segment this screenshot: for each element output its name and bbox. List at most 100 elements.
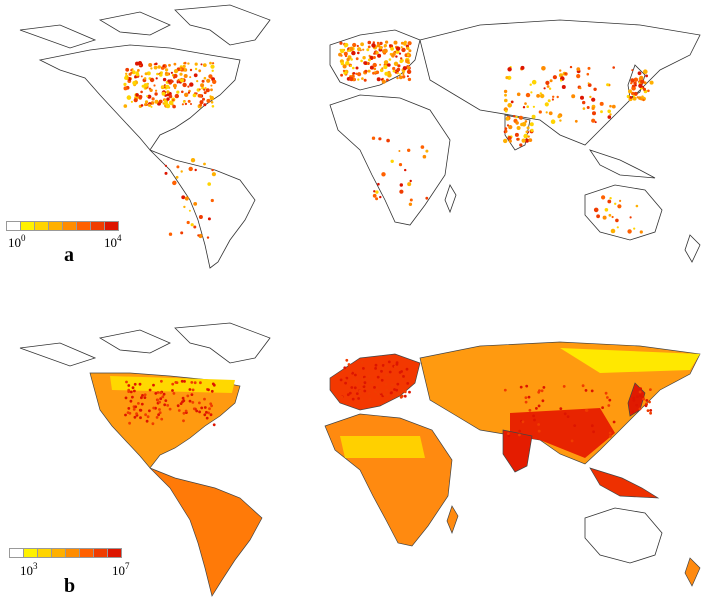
density-speck bbox=[127, 388, 131, 392]
density-speck bbox=[182, 411, 186, 415]
density-speck bbox=[158, 400, 162, 404]
density-speck bbox=[639, 387, 642, 390]
city-dot bbox=[631, 91, 635, 96]
city-dot bbox=[398, 150, 401, 152]
city-dot bbox=[140, 104, 144, 107]
density-speck bbox=[581, 384, 585, 388]
density-speck bbox=[387, 360, 391, 364]
city-dot bbox=[520, 65, 525, 70]
density-speck bbox=[608, 398, 612, 402]
city-dot bbox=[611, 104, 616, 109]
city-dot bbox=[377, 182, 380, 186]
density-speck bbox=[209, 413, 213, 417]
city-dot bbox=[607, 115, 612, 119]
city-dot bbox=[201, 79, 205, 83]
density-speck bbox=[403, 390, 407, 394]
density-speck bbox=[631, 410, 635, 414]
density-speck bbox=[359, 392, 362, 396]
density-speck bbox=[379, 390, 382, 394]
city-dot bbox=[183, 74, 188, 78]
city-dot bbox=[591, 118, 596, 123]
city-dot bbox=[189, 68, 193, 72]
city-dot bbox=[150, 101, 155, 105]
city-dot bbox=[391, 54, 395, 58]
city-dot bbox=[366, 48, 370, 52]
city-dot bbox=[559, 69, 562, 72]
density-speck bbox=[156, 398, 160, 402]
city-dot bbox=[212, 62, 215, 65]
city-dot bbox=[367, 69, 371, 73]
city-dot bbox=[385, 40, 389, 44]
legend-swatch bbox=[34, 221, 49, 231]
city-dot bbox=[516, 137, 519, 141]
density-speck bbox=[350, 386, 354, 389]
legend-swatch bbox=[23, 548, 38, 558]
city-dot bbox=[576, 67, 581, 71]
city-dot bbox=[607, 109, 611, 114]
city-dot bbox=[402, 72, 405, 76]
density-speck bbox=[362, 385, 366, 388]
city-dot bbox=[381, 79, 386, 84]
legend-max-label: 104 bbox=[104, 233, 122, 250]
density-speck bbox=[537, 423, 540, 426]
density-speck bbox=[385, 373, 389, 377]
density-speck bbox=[612, 420, 616, 424]
legend-swatch bbox=[79, 548, 94, 558]
density-speck bbox=[638, 390, 642, 394]
city-dot bbox=[548, 111, 553, 116]
city-dot bbox=[516, 126, 521, 130]
density-speck bbox=[177, 409, 181, 412]
city-dot bbox=[340, 73, 343, 77]
density-speck bbox=[198, 410, 202, 414]
city-dot bbox=[547, 99, 551, 103]
city-dot bbox=[375, 190, 379, 194]
city-dot bbox=[505, 116, 510, 121]
city-dot bbox=[190, 223, 194, 227]
city-dot bbox=[521, 138, 526, 143]
color-legend bbox=[6, 221, 119, 231]
density-speck bbox=[159, 391, 163, 395]
legend-swatch bbox=[62, 221, 77, 231]
city-dots-layer bbox=[123, 40, 654, 239]
density-speck bbox=[131, 395, 134, 399]
density-speck bbox=[408, 390, 411, 394]
city-dot bbox=[515, 115, 518, 119]
city-dot bbox=[649, 80, 654, 85]
city-dot bbox=[392, 69, 396, 73]
density-speck bbox=[642, 397, 645, 401]
density-speck bbox=[124, 413, 127, 417]
city-dot bbox=[182, 64, 186, 68]
density-speck bbox=[381, 364, 385, 367]
city-dot bbox=[184, 196, 189, 201]
density-speck bbox=[590, 389, 594, 393]
density-speck bbox=[203, 413, 207, 417]
city-dot bbox=[203, 76, 207, 80]
density-speck bbox=[139, 416, 142, 420]
city-dot bbox=[403, 42, 407, 46]
city-dot bbox=[135, 72, 140, 77]
city-dot bbox=[143, 83, 149, 88]
city-dot bbox=[345, 61, 350, 66]
density-speck bbox=[354, 373, 357, 377]
city-dot bbox=[206, 78, 211, 83]
density-speck bbox=[143, 393, 147, 397]
city-dot bbox=[360, 42, 364, 47]
city-dot bbox=[550, 119, 556, 124]
city-dot bbox=[172, 98, 175, 102]
city-dot bbox=[173, 69, 179, 74]
city-dot bbox=[630, 82, 633, 85]
density-speck bbox=[159, 397, 163, 401]
city-dot bbox=[201, 86, 205, 90]
city-dot bbox=[526, 105, 529, 108]
city-dot bbox=[405, 59, 410, 64]
density-speck bbox=[138, 408, 142, 412]
city-dot bbox=[168, 100, 174, 106]
city-dot bbox=[522, 106, 526, 109]
density-speck bbox=[399, 375, 403, 379]
city-dot bbox=[383, 64, 388, 70]
city-dot bbox=[406, 46, 410, 50]
density-speck bbox=[354, 380, 358, 384]
city-dot bbox=[408, 49, 412, 53]
city-dot bbox=[130, 71, 133, 75]
density-speck bbox=[382, 393, 386, 396]
